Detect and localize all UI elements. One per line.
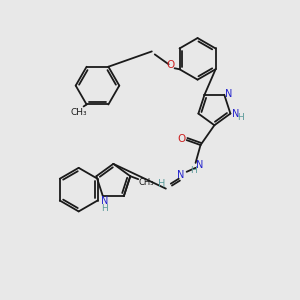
Text: N: N bbox=[196, 160, 203, 170]
Text: N: N bbox=[101, 196, 109, 206]
Text: N: N bbox=[225, 89, 232, 99]
Text: H: H bbox=[190, 166, 197, 175]
Text: O: O bbox=[178, 134, 186, 144]
Text: H: H bbox=[237, 113, 244, 122]
Text: O: O bbox=[167, 60, 175, 70]
Text: H: H bbox=[158, 179, 166, 189]
Text: H: H bbox=[101, 203, 108, 212]
Text: N: N bbox=[232, 109, 239, 118]
Text: CH₃: CH₃ bbox=[138, 178, 154, 187]
Text: CH₃: CH₃ bbox=[70, 108, 87, 117]
Text: N: N bbox=[177, 170, 184, 180]
